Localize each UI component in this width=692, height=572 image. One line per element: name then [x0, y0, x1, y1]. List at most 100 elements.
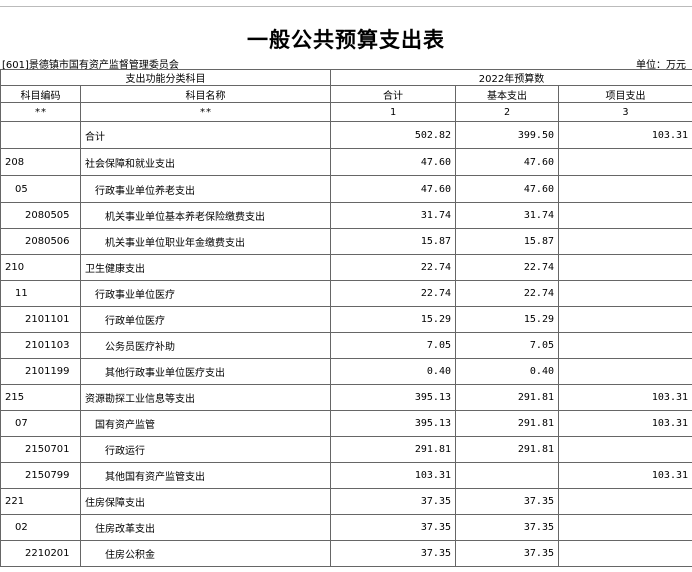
table-row: 2150701 行政运行 291.81 291.81 [0, 436, 692, 463]
amount-cell [557, 306, 692, 333]
index-cell: ** [0, 102, 81, 122]
amount-cell: 15.29 [455, 306, 559, 333]
name-cell: 资源勘探工业信息等支出 [80, 384, 331, 411]
amount-cell: 502.82 [330, 121, 456, 149]
amount-cell [557, 540, 692, 567]
amount-cell: 7.05 [455, 332, 559, 359]
amount-cell [557, 228, 692, 255]
table-row: ** ** 1 2 3 [0, 102, 692, 122]
table-row: 2150799 其他国有资产监管支出 103.31 103.31 [0, 462, 692, 489]
table-row: 210 卫生健康支出 22.74 22.74 [0, 254, 692, 281]
amount-cell: 22.74 [455, 254, 559, 281]
index-cell: 1 [330, 102, 456, 122]
name-cell: 社会保障和就业支出 [80, 148, 331, 176]
amount-cell: 0.40 [330, 358, 456, 385]
group-header: 支出功能分类科目 [0, 69, 331, 86]
table-row: 2080506 机关事业单位职业年金缴费支出 15.87 15.87 [0, 228, 692, 255]
column-header: 项目支出 [557, 85, 692, 103]
amount-cell [557, 202, 692, 229]
amount-cell [557, 514, 692, 541]
amount-cell: 37.35 [455, 514, 559, 541]
amount-cell [557, 488, 692, 515]
name-cell: 住房保障支出 [80, 488, 331, 515]
code-cell: 2210201 [0, 540, 81, 567]
code-cell: 2101199 [0, 358, 81, 385]
name-cell: 行政运行 [80, 436, 331, 463]
table-row: 07 国有资产监管 395.13 291.81 103.31 [0, 410, 692, 437]
name-cell: 其他国有资产监管支出 [80, 462, 331, 489]
amount-cell [455, 462, 559, 489]
amount-cell [557, 280, 692, 307]
amount-cell: 37.35 [330, 540, 456, 567]
name-cell: 卫生健康支出 [80, 254, 331, 281]
code-cell: 210 [0, 254, 81, 281]
column-header: 合计 [330, 85, 456, 103]
table-row: 208 社会保障和就业支出 47.60 47.60 [0, 148, 692, 176]
code-cell: 11 [0, 280, 81, 307]
index-cell: 2 [455, 102, 559, 122]
table-row: 11 行政事业单位医疗 22.74 22.74 [0, 280, 692, 307]
amount-cell: 103.31 [330, 462, 456, 489]
amount-cell: 15.87 [330, 228, 456, 255]
amount-cell: 7.05 [330, 332, 456, 359]
table-row: 支出功能分类科目 2022年预算数 [0, 69, 692, 86]
organization: [601]景德镇市国有资产监督管理委员会 [2, 60, 179, 71]
amount-cell: 103.31 [557, 410, 692, 437]
name-cell: 机关事业单位职业年金缴费支出 [80, 228, 331, 255]
code-cell: 02 [0, 514, 81, 541]
column-header: 科目名称 [80, 85, 331, 103]
column-header: 科目编码 [0, 85, 81, 103]
amount-cell: 103.31 [557, 462, 692, 489]
code-cell: 2101101 [0, 306, 81, 333]
amount-cell: 37.35 [455, 540, 559, 567]
amount-cell: 291.81 [455, 436, 559, 463]
amount-cell: 37.35 [330, 514, 456, 541]
table-row: 02 住房改革支出 37.35 37.35 [0, 514, 692, 541]
amount-cell: 291.81 [455, 410, 559, 437]
amount-cell: 47.60 [455, 175, 559, 203]
amount-cell: 103.31 [557, 121, 692, 149]
code-cell: 221 [0, 488, 81, 515]
amount-cell [557, 358, 692, 385]
code-cell: 2150701 [0, 436, 81, 463]
code-cell: 215 [0, 384, 81, 411]
amount-cell [557, 436, 692, 463]
group-header: 2022年预算数 [329, 69, 692, 86]
amount-cell: 103.31 [557, 384, 692, 411]
amount-cell: 395.13 [330, 410, 456, 437]
name-cell: 机关事业单位基本养老保险缴费支出 [80, 202, 331, 229]
name-cell: 行政事业单位医疗 [80, 280, 331, 307]
unit: 单位：万元 [636, 60, 686, 71]
amount-cell: 31.74 [330, 202, 456, 229]
code-cell: 2150799 [0, 462, 81, 489]
name-cell: 合计 [80, 121, 331, 149]
index-cell: ** [80, 102, 331, 122]
table-row: 215 资源勘探工业信息等支出 395.13 291.81 103.31 [0, 384, 692, 411]
amount-cell: 22.74 [455, 280, 559, 307]
code-cell: 07 [0, 410, 81, 437]
table-row: 2080505 机关事业单位基本养老保险缴费支出 31.74 31.74 [0, 202, 692, 229]
code-cell: 2080506 [0, 228, 81, 255]
table-row: 科目编码 科目名称 合计 基本支出 项目支出 [0, 85, 692, 103]
name-cell: 其他行政事业单位医疗支出 [80, 358, 331, 385]
amount-cell: 22.74 [330, 280, 456, 307]
amount-cell [557, 148, 692, 176]
amount-cell: 37.35 [455, 488, 559, 515]
budget-table: 支出功能分类科目 2022年预算数 科目编码 科目名称 合计 基本支出 项目支出 ** ** 1 2… [0, 69, 692, 567]
amount-cell: 15.29 [330, 306, 456, 333]
table-row: 2101199 其他行政事业单位医疗支出 0.40 0.40 [0, 358, 692, 385]
code-cell: 2101103 [0, 332, 81, 359]
title: 一般公共预算支出表 [247, 28, 445, 52]
amount-cell: 399.50 [455, 121, 559, 149]
amount-cell: 395.13 [330, 384, 456, 411]
amount-cell: 291.81 [455, 384, 559, 411]
table-row: 2210201 住房公积金 37.35 37.35 [0, 540, 692, 567]
name-cell: 行政单位医疗 [80, 306, 331, 333]
amount-cell [557, 254, 692, 281]
code-cell: 2080505 [0, 202, 81, 229]
amount-cell: 47.60 [330, 148, 456, 176]
amount-cell [557, 332, 692, 359]
amount-cell: 37.35 [330, 488, 456, 515]
table-row: 合计 502.82 399.50 103.31 [0, 121, 692, 149]
